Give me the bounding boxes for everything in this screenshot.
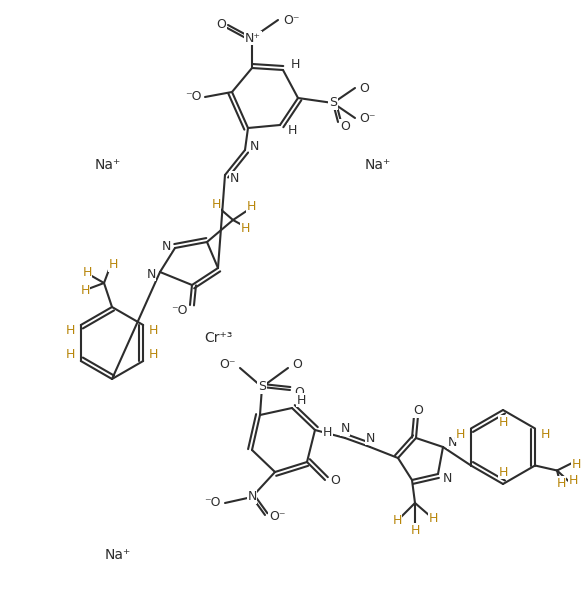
Text: Na⁺: Na⁺ — [105, 548, 131, 562]
Text: H: H — [498, 466, 508, 478]
Text: Na⁺: Na⁺ — [365, 158, 391, 172]
Text: H: H — [410, 524, 419, 536]
Text: Cr⁺³: Cr⁺³ — [204, 331, 232, 345]
Text: N: N — [448, 435, 457, 449]
Text: H: H — [569, 474, 578, 487]
Text: H: H — [291, 59, 300, 71]
Text: S: S — [329, 97, 337, 109]
Text: ⁻O: ⁻O — [185, 91, 202, 103]
Text: H: H — [246, 201, 256, 213]
Text: H: H — [393, 515, 402, 527]
Text: H: H — [498, 416, 508, 428]
Text: O: O — [292, 359, 302, 371]
Text: H: H — [66, 349, 75, 362]
Text: H: H — [572, 458, 581, 471]
Text: H: H — [240, 222, 250, 234]
Text: N: N — [249, 141, 259, 153]
Text: N⁺: N⁺ — [245, 31, 261, 45]
Text: O⁻: O⁻ — [359, 112, 376, 124]
Text: H: H — [108, 259, 118, 272]
Text: Na⁺: Na⁺ — [95, 158, 121, 172]
Text: ⁻O: ⁻O — [171, 303, 188, 316]
Text: S: S — [258, 381, 266, 393]
Text: H: H — [288, 123, 297, 137]
Text: H: H — [80, 284, 90, 298]
Text: N: N — [146, 268, 156, 280]
Text: H: H — [456, 428, 465, 441]
Text: N: N — [365, 431, 374, 445]
Text: O: O — [359, 82, 369, 94]
Text: O: O — [413, 405, 423, 417]
Text: H: H — [428, 513, 438, 525]
Text: O⁻: O⁻ — [283, 13, 300, 27]
Text: H: H — [66, 324, 75, 338]
Text: H: H — [541, 428, 550, 441]
Text: N: N — [247, 490, 257, 504]
Text: N: N — [161, 240, 171, 252]
Text: H: H — [297, 393, 307, 406]
Text: O: O — [330, 474, 340, 486]
Text: H: H — [82, 266, 92, 280]
Text: O⁻: O⁻ — [219, 359, 236, 371]
Text: ⁻O: ⁻O — [205, 496, 221, 510]
Text: O: O — [340, 120, 350, 132]
Text: H: H — [149, 324, 159, 338]
Text: O⁻: O⁻ — [269, 510, 285, 524]
Text: O: O — [216, 19, 226, 31]
Text: H: H — [556, 477, 566, 490]
Text: H: H — [323, 425, 332, 439]
Text: H: H — [211, 198, 221, 211]
Text: H: H — [149, 349, 159, 362]
Text: N: N — [442, 472, 452, 486]
Text: N: N — [229, 172, 239, 184]
Text: O: O — [294, 387, 304, 399]
Text: N: N — [340, 423, 350, 435]
